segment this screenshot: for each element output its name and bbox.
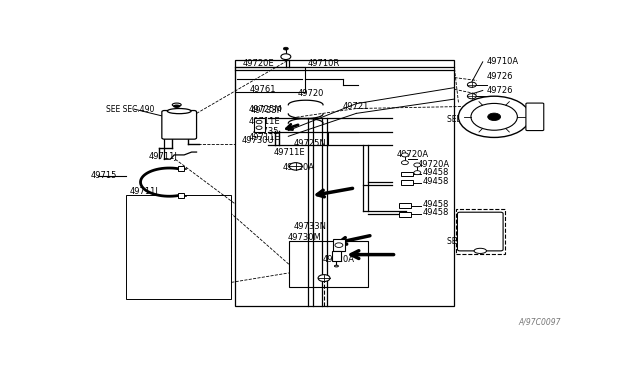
Text: SEE SEC.490: SEE SEC.490 [447,115,495,124]
Text: 49725N: 49725N [293,139,326,148]
Text: 49120A: 49120A [323,255,355,264]
Circle shape [401,153,408,157]
Bar [399,212,411,217]
Bar [289,241,367,287]
Bar [178,193,184,198]
Circle shape [458,96,530,137]
Text: SEE SEC.490: SEE SEC.490 [106,105,154,113]
Text: 49721: 49721 [343,102,369,111]
Text: 49733N: 49733N [293,222,326,231]
Circle shape [289,163,302,170]
Circle shape [467,94,476,99]
Ellipse shape [173,105,180,108]
Text: 49711J: 49711J [148,153,177,161]
Text: 49720: 49720 [297,89,324,98]
Text: 49720E: 49720E [243,59,275,68]
Text: 49458: 49458 [422,200,449,209]
Ellipse shape [167,109,191,114]
Bar [333,239,346,251]
Bar [253,118,264,132]
Bar [235,60,454,307]
Circle shape [414,171,420,175]
Circle shape [318,275,330,282]
Text: 49711J: 49711J [129,187,159,196]
Text: 49730U: 49730U [241,136,274,145]
Text: 49720A: 49720A [396,150,429,158]
Circle shape [256,120,262,124]
FancyBboxPatch shape [458,212,503,251]
Text: 49711E: 49711E [249,133,280,142]
Text: 49458: 49458 [422,208,449,217]
FancyBboxPatch shape [162,110,196,139]
Bar [399,203,411,208]
Bar [401,180,413,185]
Text: 49458: 49458 [422,168,449,177]
Text: 49120A: 49120A [282,163,314,172]
Text: 49458: 49458 [422,177,449,186]
Text: 49710R: 49710R [307,59,339,68]
Circle shape [414,163,420,167]
Text: 49711E: 49711E [273,148,305,157]
Circle shape [401,161,408,165]
Ellipse shape [474,248,486,253]
Text: SEE SEC.492: SEE SEC.492 [447,237,495,246]
Circle shape [281,54,291,60]
Bar [456,209,504,254]
Bar [178,166,184,171]
Bar [126,195,231,299]
Text: 49733P: 49733P [251,106,283,115]
Circle shape [488,113,500,121]
Text: 49715: 49715 [91,171,117,180]
Text: 49735: 49735 [253,126,279,136]
Text: 49725M: 49725M [249,105,282,113]
Circle shape [335,243,343,247]
Text: 49711E: 49711E [249,118,280,126]
Ellipse shape [172,103,181,106]
Bar [401,172,413,176]
Ellipse shape [335,265,339,267]
Text: 49730M: 49730M [287,234,321,243]
Text: 49761: 49761 [250,84,276,93]
Circle shape [471,103,517,130]
Text: 49726: 49726 [486,72,513,81]
Circle shape [256,126,262,129]
Text: 49710A: 49710A [486,57,519,66]
Circle shape [284,47,289,50]
FancyBboxPatch shape [526,103,544,131]
Text: A/97C0097: A/97C0097 [518,318,561,327]
Bar [332,251,341,261]
Circle shape [467,82,476,87]
Text: 49720A: 49720A [417,160,449,169]
Text: 49726: 49726 [486,86,513,95]
Bar [235,67,305,92]
